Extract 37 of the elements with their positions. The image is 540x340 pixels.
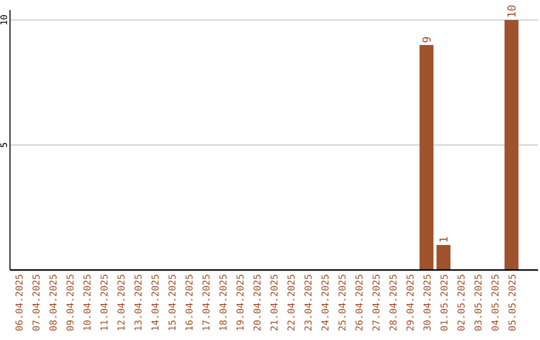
- x-tick-label: 25.04.2025: [338, 274, 348, 332]
- x-tick-label: 15.04.2025: [168, 274, 178, 332]
- x-tick-label: 12.04.2025: [116, 274, 128, 332]
- x-tick-label: 07.04.2025: [32, 274, 42, 332]
- x-tick-label: 06.04.2025: [14, 274, 26, 332]
- x-tick-label: 08.04.2025: [48, 274, 60, 332]
- bar: [420, 45, 434, 270]
- x-tick-label: 18.04.2025: [218, 274, 230, 332]
- y-tick-label: 5: [0, 142, 10, 148]
- data-label: 1: [438, 236, 450, 243]
- x-tick-label: 03.05.2025: [474, 274, 484, 332]
- x-tick-label: 17.04.2025: [202, 274, 212, 332]
- data-label: 10: [506, 4, 518, 18]
- x-tick-label: 14.04.2025: [150, 274, 162, 332]
- x-tick-label: 13.04.2025: [134, 274, 144, 332]
- x-tick-label: 21.04.2025: [270, 274, 280, 332]
- bar: [504, 20, 518, 270]
- x-tick-label: 20.04.2025: [252, 274, 264, 332]
- x-tick-label: 11.04.2025: [100, 274, 110, 332]
- bar: [436, 245, 450, 270]
- x-tick-label: 22.04.2025: [286, 274, 298, 332]
- x-tick-label: 04.05.2025: [490, 274, 502, 332]
- x-tick-label: 28.04.2025: [388, 274, 400, 332]
- x-tick-label: 05.05.2025: [508, 274, 518, 332]
- x-tick-label: 30.04.2025: [422, 274, 434, 332]
- x-tick-label: 23.04.2025: [304, 274, 314, 332]
- x-tick-label: 27.04.2025: [372, 274, 382, 332]
- x-tick-label: 02.05.2025: [456, 274, 468, 332]
- data-label: 9: [420, 36, 434, 43]
- x-tick-label: 16.04.2025: [184, 274, 196, 332]
- x-tick-label: 24.04.2025: [320, 274, 332, 332]
- x-tick-label: 09.04.2025: [66, 274, 76, 332]
- x-tick-label: 19.04.2025: [236, 274, 246, 332]
- x-tick-label: 29.04.2025: [406, 274, 416, 332]
- x-tick-label: 26.04.2025: [354, 274, 366, 332]
- x-tick-label: 10.04.2025: [82, 274, 94, 332]
- x-tick-label: 01.05.2025: [440, 274, 450, 332]
